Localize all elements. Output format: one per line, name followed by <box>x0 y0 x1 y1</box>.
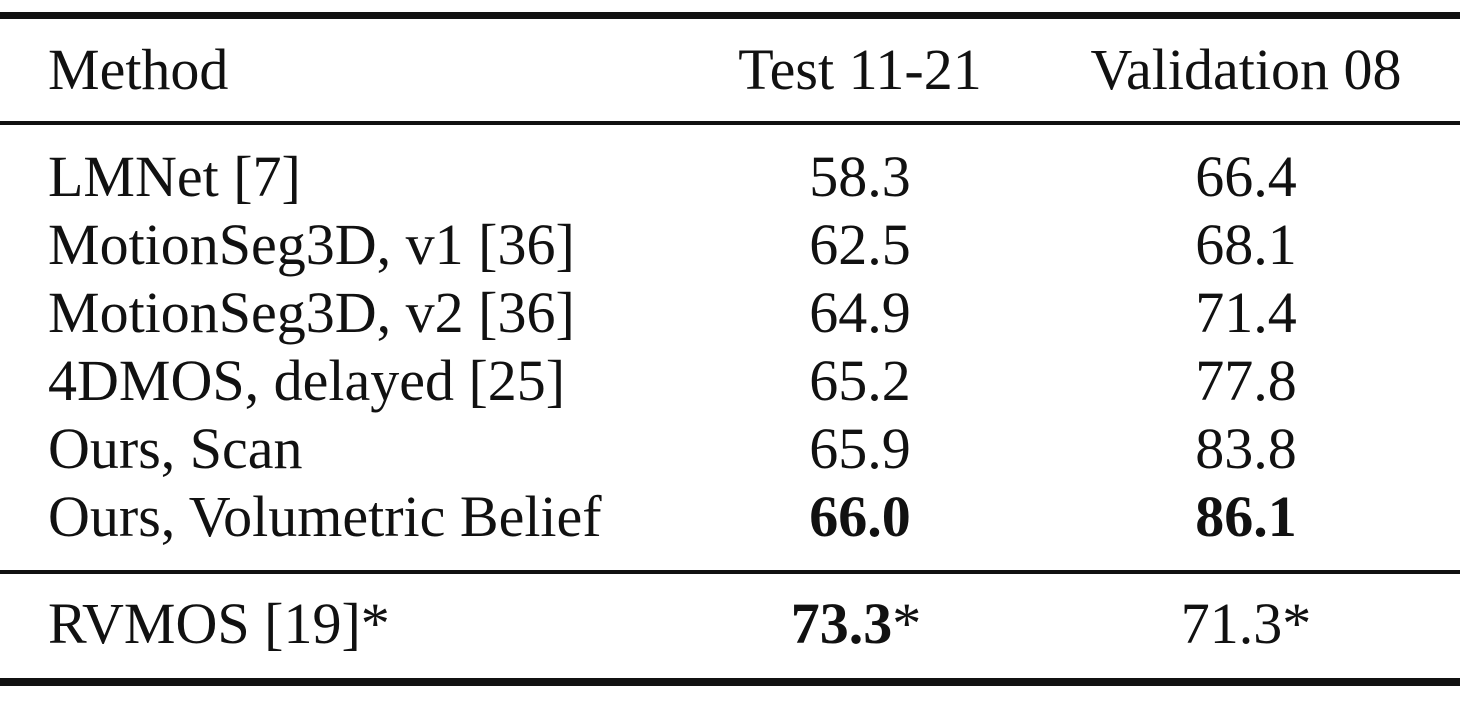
top-rule <box>0 12 1460 19</box>
mid-rule <box>0 570 1460 574</box>
row-validation-value-best: 86.1 <box>1195 484 1297 549</box>
header-validation: Validation 08 <box>1090 37 1402 102</box>
footer-method: RVMOS [19]* <box>48 591 390 656</box>
row-method: MotionSeg3D, v1 [36] <box>48 212 575 277</box>
row-test-value: 58.3 <box>809 144 911 209</box>
row-method: MotionSeg3D, v2 [36] <box>48 280 575 345</box>
row-test-value: 64.9 <box>809 280 911 345</box>
row-validation-value: 66.4 <box>1195 144 1297 209</box>
bottom-rule <box>0 678 1460 686</box>
row-method: LMNet [7] <box>48 144 301 209</box>
row-method: Ours, Volumetric Belief <box>48 484 602 549</box>
row-validation-value: 68.1 <box>1195 212 1297 277</box>
footer-validation-value: 71.3* <box>1180 591 1312 656</box>
header-rule <box>0 121 1460 125</box>
footer-test-mark: * <box>892 591 922 656</box>
row-method: Ours, Scan <box>48 416 303 481</box>
row-test-value: 65.9 <box>809 416 911 481</box>
footer-test-cell: 73.3* <box>791 590 922 658</box>
row-test-value: 62.5 <box>809 212 911 277</box>
row-validation-value: 71.4 <box>1195 280 1297 345</box>
row-validation-value: 83.8 <box>1195 416 1297 481</box>
row-method: 4DMOS, delayed [25] <box>48 348 566 413</box>
row-test-value: 65.2 <box>809 348 911 413</box>
header-test: Test 11-21 <box>738 37 982 102</box>
row-validation-value: 77.8 <box>1195 348 1297 413</box>
footer-test-value: 73.3 <box>790 591 893 656</box>
header-method: Method <box>48 37 229 102</box>
row-test-value-best: 66.0 <box>809 484 911 549</box>
